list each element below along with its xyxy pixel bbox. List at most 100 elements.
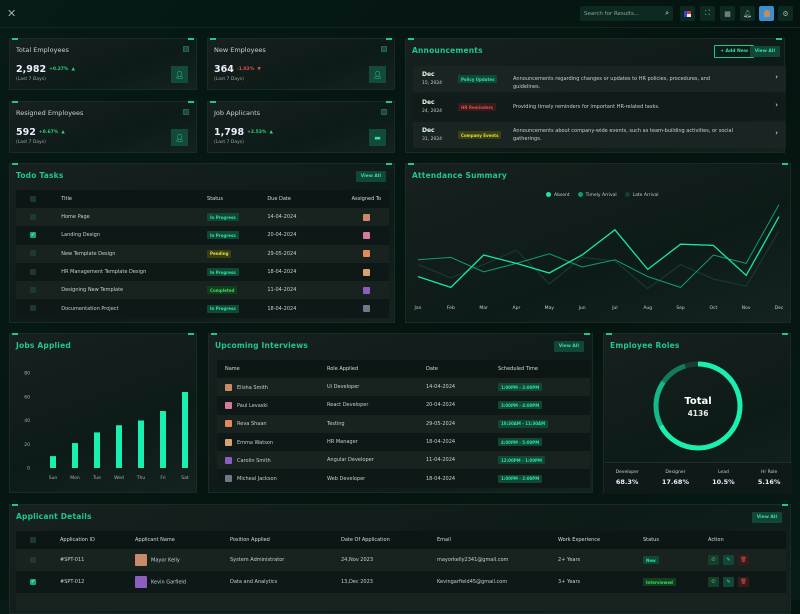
column-header[interactable]: Status [643,531,708,549]
row-checkbox[interactable] [30,213,36,220]
column-header[interactable]: Action [708,531,786,549]
announcement-item[interactable]: Dec 31, 2024 Company Events Announcement… [413,122,786,148]
chevron-right-icon[interactable]: › [775,101,778,109]
column-header[interactable]: Date [426,360,498,378]
avatar [225,456,232,464]
add-new-button[interactable]: + Add New [714,45,754,58]
row-checkbox[interactable] [30,305,36,312]
trash-icon[interactable]: 🗑︎ [738,555,749,565]
status-badge: Interviewed [643,578,676,586]
table-row: Home Page In Progress 14-04-2024 [16,208,389,227]
column-header[interactable]: Applicant Name [135,531,230,549]
view-all-button[interactable]: View All [751,512,782,523]
column-header[interactable]: Role Applied [327,360,426,378]
column-header[interactable]: Due Date [267,190,344,208]
row-checkbox[interactable] [30,250,36,257]
column-header[interactable]: Work Experience [558,531,643,549]
search-icon[interactable]: ⌕ [665,9,669,17]
column-header[interactable]: Status [207,190,268,208]
interview-date: 20-04-2024 [426,402,456,409]
grid-icon[interactable] [381,46,387,52]
select-all-checkbox[interactable] [30,536,36,543]
grid-icon[interactable] [381,109,387,115]
column-header[interactable]: Assigned To [343,190,389,208]
edit-icon[interactable]: ✎ [723,577,734,587]
phone-icon[interactable]: ✆ [708,555,719,565]
applicant-details-card: Applicant Details View All Application I… [9,504,791,614]
bell-icon[interactable]: 🔔︎ [740,6,755,21]
announcement-text: Announcements regarding changes or updat… [513,76,711,90]
avatar[interactable] [759,6,774,21]
column-header[interactable]: Date Of Application [341,531,437,549]
column-header[interactable]: Name [217,360,327,378]
applicant-email: Kevingarfield45@gmail.com [437,579,508,585]
y-tick-label: 20 [24,442,30,448]
phone-icon[interactable]: ✆ [708,577,719,587]
row-checkbox[interactable] [30,268,36,275]
chevron-right-icon[interactable]: › [775,73,778,81]
avatar [362,250,370,258]
interview-date: 18-04-2024 [426,475,456,482]
column-header[interactable]: Application ID [60,531,135,549]
search-box[interactable]: ⌕ [580,6,673,21]
close-icon[interactable]: ✕ [7,7,17,20]
interviews-title: Upcoming Interviews [215,341,309,350]
edit-icon[interactable]: ✎ [723,555,734,565]
arrow-up-icon: ▲ [269,130,273,135]
chevron-right-icon[interactable]: › [775,129,778,137]
announcement-item[interactable]: Dec 24, 2024 HR Reminders Providing time… [413,94,786,120]
view-all-button[interactable]: View All [553,341,584,352]
grid-icon[interactable] [183,109,189,115]
task-title: Designing New Template [61,287,124,294]
row-checkbox[interactable]: ✓ [30,232,36,239]
todo-table: Title Status Due Date Assigned To Home Page… [16,190,389,318]
search-input[interactable] [584,10,654,17]
announcement-text: Announcements about company-wide events,… [513,128,733,142]
table-row: Paul Levaski React Developer 20-04-2024 … [217,396,590,415]
table-header: Title Status Due Date Assigned To [16,190,389,208]
task-title: Landing Design [61,232,101,239]
trash-icon[interactable]: 🗑︎ [738,577,749,587]
us-flag-icon[interactable] [680,6,695,21]
stat-change: +2.53% [247,130,267,135]
time-badge: 3:00PM - 4:00PM [498,401,543,410]
view-all-button[interactable]: View All [749,46,780,57]
role-stat: Hr Role 5.16% [758,470,781,494]
avatar [362,231,370,239]
x-tick-label: Sat [181,475,189,481]
interview-date: 18-04-2024 [426,439,456,446]
column-header[interactable]: Email [437,531,558,549]
x-tick-label: Tue [92,475,101,481]
column-header[interactable]: Scheduled Time [498,360,590,378]
applicant-email: mayorkelly2341@gmail.com [437,557,509,563]
donut-total-value: 4136 [687,409,709,418]
applicant-name: Mayor Kelly [151,557,180,564]
bar-tue [94,432,100,468]
role-value: 10.5% [712,478,735,486]
legend-item[interactable]: Late Arrival [624,192,659,198]
avatar [135,554,147,566]
row-checkbox[interactable] [30,556,36,563]
table-header: Name Role Applied Date Scheduled Time [217,360,590,378]
stat-card: Job Applicants 1,798 +2.53% ▲ (Last 7 Days… [207,101,395,153]
time-badge: 12:00PM - 1:00PM [498,456,545,465]
y-tick-label: 0 [27,466,30,472]
table-row: Emma Watson HR Manager 18-04-2024 4:00PM… [217,432,590,452]
settings-icon[interactable]: ⚙ [778,6,793,21]
row-checkbox[interactable]: ✓ [30,578,36,585]
fullscreen-icon[interactable]: ⛶ [700,6,715,21]
column-header[interactable]: Title [61,190,208,208]
legend-item[interactable]: Timely Arrival [577,192,617,198]
donut-total-label: Total [684,396,712,407]
announcement-item[interactable]: Dec 15, 2024 Policy Updates Announcement… [413,66,786,92]
stat-value: 364 [214,64,234,75]
column-header[interactable]: Position Applied [230,531,341,549]
grid-icon[interactable] [183,46,189,52]
apps-grid-icon[interactable]: ▦ [720,6,735,21]
select-all-checkbox[interactable] [30,195,36,202]
application-date: 24,Nov 2023 [341,557,374,563]
legend-item[interactable]: Absent [546,192,570,198]
role-applied: Angular Developer [327,457,374,464]
row-checkbox[interactable] [30,287,36,294]
view-all-button[interactable]: View All [355,171,386,182]
